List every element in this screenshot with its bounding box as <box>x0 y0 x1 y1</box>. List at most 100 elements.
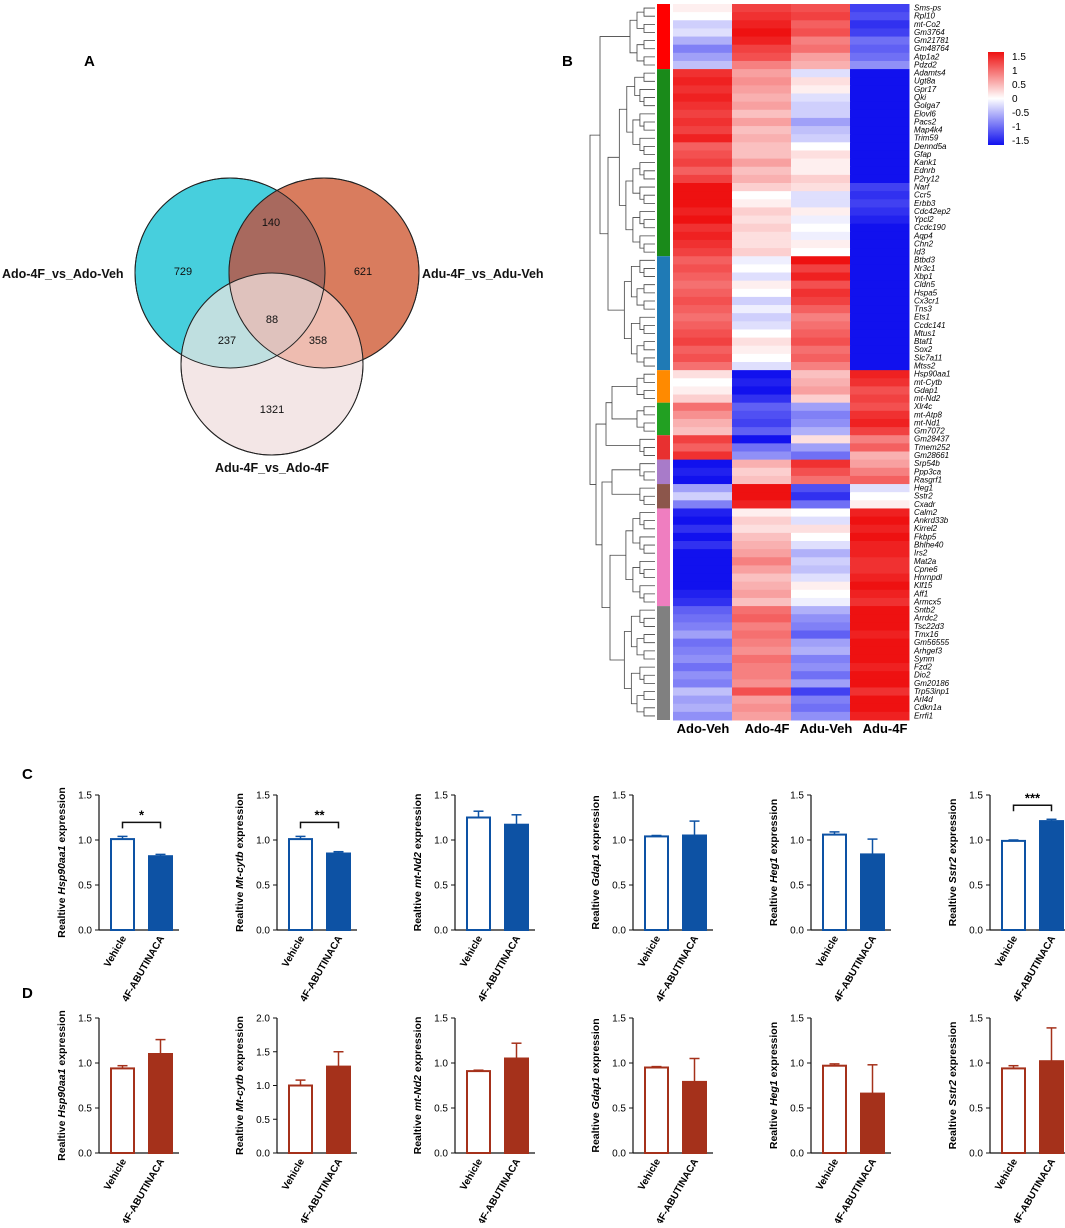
heatmap-legend-tick: -1 <box>1012 122 1021 133</box>
dendrogram-branch <box>643 23 655 33</box>
y-tick-label: 1.0 <box>256 1081 270 1092</box>
dendrogram-branch <box>634 76 644 96</box>
heatmap-gene-label: Mat2a <box>914 557 937 566</box>
y-tick-label: 0.0 <box>790 1149 804 1160</box>
heatmap-cell <box>791 654 851 664</box>
bar-treatment <box>148 1053 173 1154</box>
heatmap-cell <box>732 28 792 38</box>
heatmap-cell <box>673 117 733 127</box>
heatmap-gene-label: Klf15 <box>914 581 933 590</box>
heatmap-cell <box>732 459 792 469</box>
y-tick-label: 0.5 <box>434 1104 448 1115</box>
heatmap-cell <box>791 467 851 477</box>
y-tick-label: 0.5 <box>78 1104 92 1115</box>
heatmap-gene-label: Srp54b <box>914 459 940 468</box>
heatmap-cell <box>732 231 792 241</box>
bar-vehicle <box>822 1064 847 1154</box>
y-tick-label: 1.0 <box>434 836 448 847</box>
heatmap-gene-label: Rpl10 <box>914 12 935 21</box>
bar-vehicle <box>466 816 491 931</box>
heatmap-gene-label: Gm3764 <box>914 28 945 37</box>
venn-outline-3 <box>180 272 364 456</box>
heatmap-gene-label: Tmem252 <box>914 443 951 452</box>
y-tick-label: 0.0 <box>969 1149 983 1160</box>
heatmap-cell <box>791 321 851 330</box>
heatmap-cell <box>850 508 910 518</box>
heatmap-cell <box>850 313 910 322</box>
heatmap-gene-label: Irs2 <box>914 549 928 558</box>
heatmap-gene-label: Cxadr <box>914 500 936 509</box>
heatmap-cell <box>850 557 910 566</box>
heatmap-cell <box>732 484 792 493</box>
heatmap-cell <box>850 362 910 371</box>
heatmap-cell <box>850 150 910 160</box>
panel-label-c: C <box>22 766 33 783</box>
heatmap-cell <box>791 606 851 615</box>
heatmap-cell <box>791 109 851 119</box>
bar-chart-c-5: 0.0 0.5 1.0 1.5 Realtive Heg1 expression Vehi… <box>768 791 891 1004</box>
heatmap-cell <box>673 646 733 656</box>
heatmap-cell <box>791 305 851 314</box>
dendrogram-branch <box>639 316 655 330</box>
heatmap-legend-tick: -1.5 <box>1012 136 1030 147</box>
dendrogram-branch <box>601 481 612 609</box>
heatmap-cell <box>673 687 733 697</box>
heatmap-cell <box>673 321 733 330</box>
dendrogram-branch <box>639 162 655 176</box>
heatmap-gene-label: Gm48764 <box>914 44 950 53</box>
y-axis-label: Realtive Mt-cytb expression <box>234 1016 246 1155</box>
heatmap-cell <box>732 158 792 168</box>
dendrogram-branch <box>626 85 635 133</box>
heatmap-cell <box>791 215 851 225</box>
heatmap-cell <box>850 183 910 192</box>
heatmap-cell <box>732 280 792 290</box>
heatmap-cell <box>850 663 910 672</box>
heatmap-cell <box>732 492 792 501</box>
heatmap-cell <box>850 646 910 656</box>
heatmap-gene-label: mt-Nd2 <box>914 394 941 403</box>
heatmap-cell <box>673 663 733 672</box>
dendrogram-branch <box>639 89 655 103</box>
cluster-segment <box>657 69 670 257</box>
heatmap-gene-label: Dio2 <box>914 671 931 680</box>
heatmap-cell <box>732 573 792 583</box>
significance-mark: * <box>139 807 145 822</box>
y-tick-label: 1.5 <box>612 1014 626 1025</box>
heatmap-cell <box>673 272 733 282</box>
heatmap-cell <box>673 191 733 200</box>
bar-charts: 0.0 0.5 1.0 1.5 Realtive Hsp90aa1 expression… <box>56 787 1065 1227</box>
heatmap-gene-label: Slc7a11 <box>914 353 942 362</box>
heatmap-cell <box>791 410 851 420</box>
heatmap-gene-label: Cdc42ep2 <box>914 207 951 216</box>
heatmap-gene-label: Gm20186 <box>914 679 950 688</box>
heatmap-cell <box>791 69 851 78</box>
dendrogram-branch <box>639 560 655 574</box>
heatmap-cell <box>791 614 851 623</box>
heatmap-cell <box>732 4 792 13</box>
heatmap-gene-label: Pdzd2 <box>914 60 937 69</box>
heatmap-cell <box>673 581 733 591</box>
heatmap-gene-label: Ets1 <box>914 313 930 322</box>
heatmap-gene-label: Dennd5a <box>914 142 947 151</box>
heatmap-gene-label: Errfi1 <box>914 711 933 720</box>
x-tick-label: Vehicle <box>636 1157 663 1193</box>
dendrogram-branch <box>643 56 655 66</box>
bar-vehicle <box>110 838 135 931</box>
y-tick-label: 0.0 <box>78 1149 92 1160</box>
heatmap-cell <box>791 93 851 103</box>
heatmap-cell <box>673 158 733 168</box>
dendrogram-branch <box>643 341 655 351</box>
heatmap-cell <box>850 223 910 233</box>
dendrogram-branch <box>643 617 655 627</box>
bar-chart-d-5: 0.0 0.5 1.0 1.5 Realtive Heg1 expression Vehi… <box>768 1014 891 1227</box>
dendrogram-branch <box>643 243 655 253</box>
heatmap-cell <box>673 223 733 233</box>
heatmap-cell <box>673 134 733 143</box>
heatmap-cell <box>791 402 851 412</box>
heatmap-cell <box>673 345 733 355</box>
heatmap-gene-label: Atp1a2 <box>913 52 940 61</box>
heatmap-cell <box>791 418 851 428</box>
bar-treatment <box>860 1092 885 1154</box>
x-tick-label: 4F-ABUTINACA <box>298 1157 345 1223</box>
x-tick-label: 4F-ABUTINACA <box>654 1157 701 1223</box>
